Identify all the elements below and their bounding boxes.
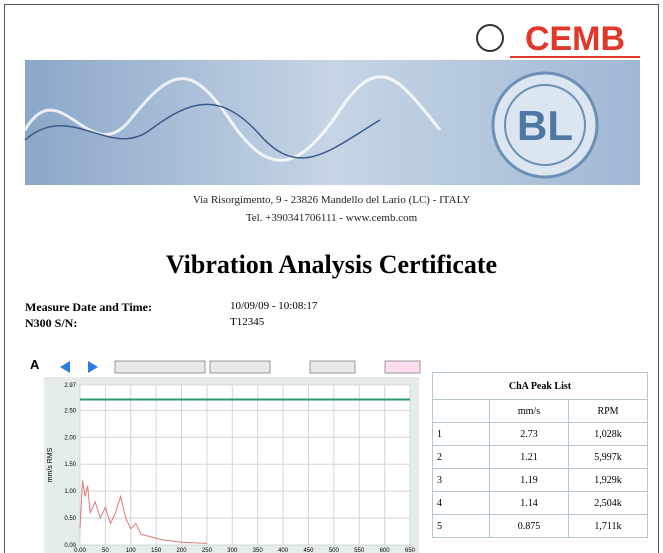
x-tick-label: 400: [278, 548, 289, 553]
contact: Tel. +390341706111 - www.cemb.com: [0, 212, 663, 224]
info-label: Measure Date and Time:: [25, 300, 152, 315]
table-cell: 4: [433, 492, 490, 515]
certificate: BL CEMB Via Risorgimento, 9 - 23826 Mand…: [0, 0, 663, 553]
y-tick-label: 2.00: [64, 435, 76, 441]
table-cell: 1.19: [490, 469, 569, 492]
table-cell: 1,028k: [569, 423, 648, 446]
x-tick-label: 0.00: [74, 548, 86, 553]
x-tick-label: 600: [380, 548, 391, 553]
x-tick-label: 650: [405, 548, 416, 553]
x-tick-label: 550: [354, 548, 365, 553]
table-cell: 1.21: [490, 446, 569, 469]
y-axis-label: mm/s RMS: [47, 447, 54, 482]
x-tick-label: 100: [126, 548, 137, 553]
y-tick-label: 1.50: [64, 462, 76, 468]
x-tick-label: 500: [329, 548, 340, 553]
table-cell: 5,997k: [569, 446, 648, 469]
y-tick-label: 0.50: [64, 516, 76, 522]
spectrum-chart: A mm/s RMS 0.000.501.001.502.002.502.970…: [0, 355, 425, 553]
x-tick-label: 50: [102, 548, 109, 553]
address: Via Risorgimento, 9 - 23826 Mandello del…: [0, 194, 663, 206]
column-header: RPM: [569, 400, 648, 423]
table-cell: 2.73: [490, 423, 569, 446]
y-tick-label: 2.97: [64, 383, 76, 389]
table-cell: 3: [433, 469, 490, 492]
table-cell: 0.875: [490, 515, 569, 538]
x-tick-label: 450: [303, 548, 314, 553]
header-cell: [433, 400, 490, 423]
table-cell: 2,504k: [569, 492, 648, 515]
info-value: 10/09/09 - 10:08:17: [230, 300, 317, 312]
y-tick-label: 2.50: [64, 408, 76, 414]
header-graphic: BL CEMB: [0, 0, 663, 200]
table-cell: 2: [433, 446, 490, 469]
table-cell: 5: [433, 515, 490, 538]
x-tick-label: 200: [177, 548, 188, 553]
x-tick-label: 350: [253, 548, 264, 553]
table-cell: 1: [433, 423, 490, 446]
column-header: mm/s: [490, 400, 569, 423]
info-value: T12345: [230, 316, 264, 328]
y-tick-label: 1.00: [64, 489, 76, 495]
table-cell: 1,929k: [569, 469, 648, 492]
x-tick-label: 250: [202, 548, 213, 553]
channel-label: A: [30, 357, 40, 372]
x-tick-label: 150: [151, 548, 162, 553]
x-tick-label: 300: [227, 548, 238, 553]
table-row: ChA Peak List: [433, 373, 648, 400]
logo-text: CEMB: [525, 20, 625, 58]
title: Vibration Analysis Certificate: [0, 250, 663, 280]
badge-text: BL: [517, 102, 573, 149]
info-label: N300 S/N:: [25, 316, 77, 331]
table-title: ChA Peak List: [433, 373, 648, 400]
table-cell: 1.14: [490, 492, 569, 515]
table-cell: 1,711k: [569, 515, 648, 538]
